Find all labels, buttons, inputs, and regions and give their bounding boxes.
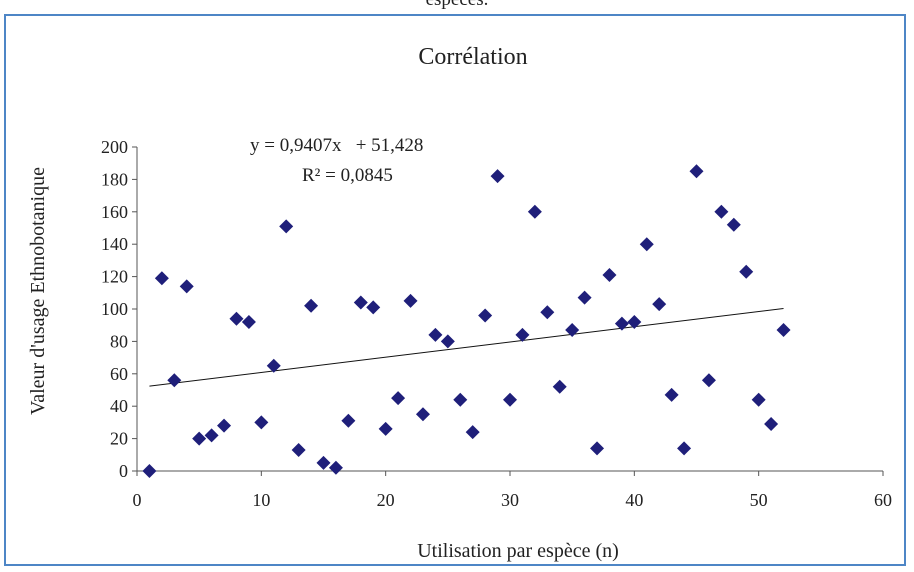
data-point bbox=[739, 264, 754, 279]
data-point bbox=[590, 441, 605, 456]
data-point bbox=[316, 455, 331, 470]
chart-title: Corrélation bbox=[418, 44, 527, 70]
y-tick-label: 80 bbox=[110, 331, 128, 351]
y-tick-label: 40 bbox=[110, 396, 128, 416]
y-tick-label: 60 bbox=[110, 364, 128, 384]
data-point bbox=[229, 311, 244, 326]
data-point bbox=[764, 417, 779, 432]
data-point bbox=[366, 300, 381, 315]
x-tick-label: 40 bbox=[625, 490, 643, 510]
data-point bbox=[677, 441, 692, 456]
data-point bbox=[565, 323, 580, 338]
data-point bbox=[179, 279, 194, 294]
trendline bbox=[149, 307, 784, 387]
data-point bbox=[515, 327, 530, 342]
axes bbox=[132, 146, 884, 476]
data-point bbox=[614, 316, 629, 331]
data-point bbox=[254, 415, 269, 430]
data-point bbox=[726, 217, 741, 232]
data-point bbox=[540, 305, 555, 320]
y-tick-label: 160 bbox=[101, 202, 128, 222]
data-point bbox=[266, 358, 281, 373]
data-point bbox=[291, 442, 306, 457]
data-point bbox=[241, 314, 256, 329]
data-point bbox=[552, 379, 567, 394]
data-point bbox=[415, 407, 430, 422]
trendline-equation: y = 0,9407x + 51,428 bbox=[250, 135, 423, 156]
data-point bbox=[627, 314, 642, 329]
y-tick-label: 200 bbox=[101, 137, 128, 157]
y-tick-label: 0 bbox=[119, 461, 128, 481]
data-point bbox=[440, 334, 455, 349]
data-point bbox=[602, 267, 617, 282]
x-axis-label: Utilisation par espèce (n) bbox=[417, 540, 619, 562]
data-point bbox=[378, 421, 393, 436]
data-point bbox=[353, 295, 368, 310]
data-point bbox=[639, 237, 654, 252]
data-point bbox=[664, 387, 679, 402]
data-point bbox=[478, 308, 493, 323]
data-point bbox=[204, 428, 219, 443]
y-tick-label: 100 bbox=[101, 299, 128, 319]
data-point bbox=[142, 464, 157, 478]
x-tick-label: 30 bbox=[501, 490, 519, 510]
x-tick-label: 50 bbox=[750, 490, 768, 510]
y-tick-label: 20 bbox=[110, 429, 128, 449]
trendline-path bbox=[149, 307, 784, 387]
data-point bbox=[453, 392, 468, 407]
scatter-chart: Corrélation y = 0,9407x + 51,428 R² = 0,… bbox=[27, 44, 892, 562]
y-tick-label: 180 bbox=[101, 169, 128, 189]
y-axis-label: Valeur d'usage Ethnobotanique bbox=[27, 167, 49, 415]
r-squared-label: R² = 0,0845 bbox=[302, 165, 393, 186]
data-point bbox=[192, 431, 207, 446]
data-point bbox=[279, 219, 294, 234]
data-point bbox=[652, 297, 667, 312]
tick-labels: 0 20 40 60 80 100 120 140 160 180 200 0 10 20 30 40 50 60 bbox=[101, 137, 892, 510]
data-points bbox=[142, 164, 791, 478]
data-point bbox=[341, 413, 356, 428]
data-point bbox=[714, 204, 729, 219]
y-tick-label: 140 bbox=[101, 234, 128, 254]
data-point bbox=[490, 169, 505, 184]
data-point bbox=[577, 290, 592, 305]
data-point bbox=[217, 418, 232, 433]
x-tick-label: 20 bbox=[377, 490, 395, 510]
data-point bbox=[304, 298, 319, 313]
data-point bbox=[391, 391, 406, 406]
data-point bbox=[527, 204, 542, 219]
data-point bbox=[689, 164, 704, 179]
caption-fragment: espèces. bbox=[0, 0, 914, 10]
data-point bbox=[154, 271, 169, 286]
data-point bbox=[776, 323, 791, 338]
data-point bbox=[701, 373, 716, 388]
data-point bbox=[167, 373, 182, 388]
data-point bbox=[751, 392, 766, 407]
x-tick-label: 60 bbox=[874, 490, 892, 510]
data-point bbox=[328, 460, 343, 475]
y-tick-label: 120 bbox=[101, 267, 128, 287]
x-tick-label: 10 bbox=[252, 490, 270, 510]
data-point bbox=[465, 425, 480, 440]
chart-frame: Corrélation y = 0,9407x + 51,428 R² = 0,… bbox=[4, 14, 906, 566]
data-point bbox=[503, 392, 517, 407]
data-point bbox=[403, 293, 418, 308]
x-tick-label: 0 bbox=[133, 490, 142, 510]
data-point bbox=[428, 327, 443, 342]
